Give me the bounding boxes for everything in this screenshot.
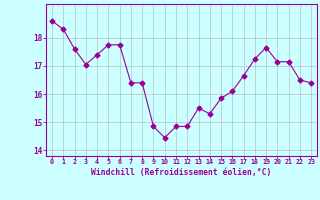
X-axis label: Windchill (Refroidissement éolien,°C): Windchill (Refroidissement éolien,°C) bbox=[92, 168, 272, 177]
